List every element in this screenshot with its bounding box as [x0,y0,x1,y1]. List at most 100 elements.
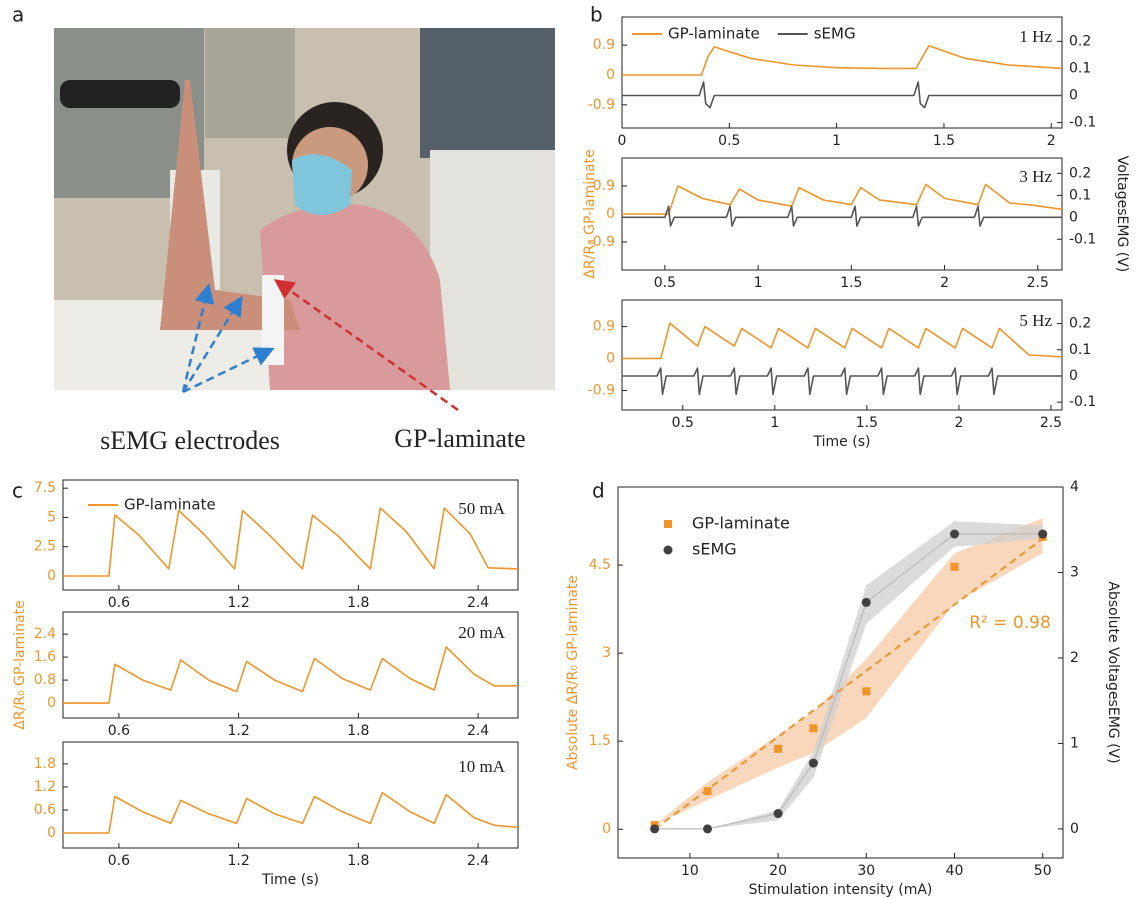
point [703,824,712,833]
y-tick-label: 7.5 [34,480,56,496]
legend-label: sEMG [692,540,737,559]
y2-tick-label: -0.1 [1069,115,1096,131]
y-tick-label: 1.2 [34,779,56,795]
annotation: R² = 0.98 [969,613,1051,633]
x-tick-label: 0.5 [672,415,694,431]
y-tick-label: 0 [47,568,56,584]
y2-tick-label: 4 [1070,479,1079,495]
trace [63,508,518,576]
y-tick-label: 0 [606,206,615,222]
x-tick-label: 1.8 [347,853,369,869]
x-tick-label: 0.5 [654,275,676,291]
point [809,759,818,768]
panel-label: a [12,3,24,27]
annotation: 5 Hz [1019,311,1052,330]
trace [622,46,1062,75]
plot-frame [63,742,518,848]
point [650,824,659,833]
y2-tick-label: 0.2 [1069,33,1091,49]
x-tick-label: 2 [940,275,949,291]
x-tick-label: 1.2 [227,595,249,611]
x-tick-label: 50 [1034,863,1052,879]
x-tick-label: 0.6 [108,853,130,869]
y2-tick-label: 0.1 [1069,60,1091,76]
y2-tick-label: 3 [1070,564,1079,580]
trace [63,793,518,833]
annotation: 1 Hz [1019,27,1052,46]
trace [622,206,1062,226]
legend-label: GP-laminate [668,25,760,43]
trace [622,368,1062,394]
y2-tick-label: 0.2 [1069,316,1091,332]
y-tick-label: -0.9 [588,97,615,113]
panel-label: b [590,3,603,27]
legend-swatch [664,520,672,528]
y-tick-label: 0.6 [34,802,56,818]
point [862,687,870,695]
x-tick-label: 2.5 [1027,275,1049,291]
y-tick-label: 0 [47,825,56,841]
y-tick-label: 5 [47,509,56,525]
annotation: 10 mA [458,757,505,776]
x-tick-label: 1 [754,275,763,291]
y-tick-label: 1.6 [34,649,56,665]
annotation: 3 Hz [1019,167,1052,186]
y-tick-label: 0.8 [34,672,56,688]
x-axis-label: Time (s) [813,434,871,450]
y2-tick-label: 2 [1070,650,1079,666]
y2-tick-label: 0 [1069,209,1078,225]
x-tick-label: 2.4 [467,723,489,739]
fit-line [655,539,1043,830]
x-tick-label: 2.4 [467,595,489,611]
x-tick-label: 1.5 [856,415,878,431]
x-tick-label: 1.2 [227,723,249,739]
point [704,787,712,795]
y-tick-label: -0.9 [588,382,615,398]
y-tick-label: 0 [606,67,615,83]
photo [54,28,555,410]
trace [63,647,518,703]
x-tick-label: 0 [618,133,627,149]
y-tick-label: 0.9 [593,319,615,335]
point [1038,530,1047,539]
legend-label: sEMG [814,25,856,43]
x-tick-label: 1.5 [840,275,862,291]
point [951,563,959,571]
y2-tick-label: -0.1 [1069,231,1096,247]
y-tick-label: 3 [602,645,611,661]
panel-label: d [592,479,605,503]
panel-label: c [12,479,23,503]
x-tick-label: 20 [769,863,787,879]
y2-tick-label: -0.1 [1069,394,1096,410]
plot-frame [63,612,518,718]
point [774,745,782,753]
x-tick-label: 10 [681,863,699,879]
photo-label: GP-laminate [394,424,525,453]
y-tick-label: 0 [602,821,611,837]
x-tick-label: 1 [770,415,779,431]
y2-tick-label: 0 [1069,88,1078,104]
y2-tick-label: 1 [1070,735,1079,751]
figure: a b c d sEMG electrodes GP-laminate 00.5… [0,0,1138,898]
trace [622,184,1062,214]
legend-label: GP-laminate [124,496,216,514]
x-axis-label: Stimulation intensity (mA) [749,882,933,898]
x-tick-label: 2.5 [1040,415,1062,431]
y2-axis-label: VoltagesEMG (V) [1114,156,1130,273]
x-axis-label: Time (s) [261,872,319,888]
y2-tick-label: 0.2 [1069,165,1091,181]
trace [622,323,1062,358]
x-tick-label: 1 [832,133,841,149]
y-tick-label: 4.5 [589,557,611,573]
x-tick-label: 2.4 [467,853,489,869]
y-tick-label: 1.8 [34,756,56,772]
legend-label: GP-laminate [692,514,790,533]
x-tick-label: 0.6 [108,595,130,611]
y-tick-label: 0 [47,695,56,711]
y-tick-label: 1.5 [589,733,611,749]
trace [622,82,1062,108]
annotation: 50 mA [458,499,505,518]
y2-tick-label: 0 [1070,821,1079,837]
x-tick-label: 0.6 [108,723,130,739]
x-tick-label: 1.8 [347,595,369,611]
